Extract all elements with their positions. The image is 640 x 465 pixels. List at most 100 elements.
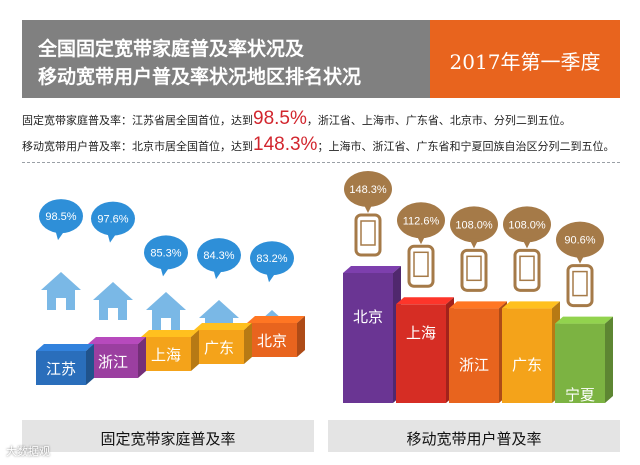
bar-side [605,316,613,403]
value-bubble: 97.6% [91,201,135,243]
bar-side [138,337,146,378]
value-label: 84.3% [203,250,234,262]
house-icon [41,272,81,310]
header-title-line2: 移动宽带用户普及率状况地区排名状况 [38,66,362,88]
house-door [108,308,118,320]
bar-top [396,297,454,305]
bubble-tail [522,238,532,249]
value-bubble: 108.0% [450,206,498,249]
value-label: 98.5% [45,211,76,223]
value-label: 83.2% [256,253,287,265]
phone-screen [519,255,535,282]
bubble-circle [503,206,551,243]
phone-icon [354,213,382,257]
bar-top [343,266,401,273]
bar [502,301,560,403]
header: 全国固定宽带家庭普及率状况及 移动宽带用户普及率状况地区排名状况 2017年第一… [22,20,620,98]
value-label: 97.6% [97,214,128,226]
bubble-circle [397,202,445,239]
category-label: 浙江 [98,353,128,371]
bar-front [194,330,244,364]
house-roof [146,292,186,310]
bar-side [297,316,305,357]
header-period: 2017年第一季度 [449,50,601,74]
phone-icon [407,244,435,288]
divider [22,162,620,163]
bubble-circle [39,199,83,234]
footer-right-bar [328,420,620,452]
header-title-line1: 全国固定宽带家庭普及率状况及 [38,38,305,60]
phone-icon [513,248,541,292]
value-bubble: 98.5% [39,199,83,241]
bar-front [396,304,446,403]
phone-screen [360,220,376,246]
bubble-tail [266,271,276,283]
category-label: 广东 [512,356,542,374]
value-bubble: 112.6% [397,202,445,245]
phone-screen [413,251,429,278]
category-label: 上海 [406,324,436,342]
value-bubble: 84.3% [197,238,241,280]
bar [141,330,199,371]
footer-left-label: 固定宽带家庭普及率 [100,430,236,448]
bar-side [191,330,199,371]
value-bubble: 108.0% [503,206,551,249]
value-label: 85.3% [150,247,181,259]
bar-front [449,308,499,403]
phone-screen [572,270,588,297]
category-label: 上海 [151,346,181,364]
bar [396,297,454,403]
value-bubble: 90.6% [556,221,604,264]
bar [36,344,94,385]
bar-front [88,344,138,378]
category-label: 北京 [257,332,287,350]
summary-mobile-text: 移动宽带用户普及率：北京市居全国首位，达到 [22,140,253,153]
bar-side [244,323,252,364]
bar-front [555,323,605,403]
bar [194,323,252,364]
bubble-tail [107,231,117,243]
value-label: 108.0% [455,219,493,231]
house-roof [93,282,133,300]
summary-fixed-text: 固定宽带家庭普及率：江苏省居全国首位，达到 [22,114,253,127]
bubble-tail [575,253,585,264]
house-door [56,298,66,310]
house-icon [93,282,133,320]
value-bubble: 148.3% [344,171,392,213]
footer-left-bar [22,420,314,452]
summary-line-fixed: 固定宽带家庭普及率：江苏省居全国首位，达到98.5%，浙江省、上海市、广东省、北… [22,108,571,130]
house-icon [146,292,186,330]
bubble-circle [197,238,241,273]
bubble-tail [416,234,426,245]
footer-right-label: 移动宽带用户普及率 [406,430,542,448]
house-door [161,318,171,330]
category-label: 江苏 [46,360,76,378]
bubble-circle [450,206,498,243]
bar-top [449,301,507,309]
bar-top [88,337,146,344]
bar-front [343,273,393,403]
bar-front [141,337,191,371]
bar [449,301,507,403]
header-title-panel: 全国固定宽带家庭普及率状况及 移动宽带用户普及率状况地区排名状况 [22,20,430,98]
summary-line-mobile: 移动宽带用户普及率：北京市居全国首位，达到148.3%；上海市、浙江省、广东省和… [22,134,614,156]
bubble-tail [55,229,65,241]
watermark: 大数据观 [6,445,50,458]
bar [343,266,401,403]
bar-front [502,308,552,403]
summary-fixed-rest: ，浙江省、上海市、广东省、北京市、分列二到五位。 [306,114,571,127]
bar-top [194,323,252,330]
bubble-circle [91,201,135,236]
bar [247,316,305,357]
phone-icon [460,248,488,292]
bubble-tail [160,265,170,277]
bubble-tail [213,268,223,280]
bar-top [247,316,305,323]
bar-front [247,323,297,357]
bubble-circle [250,241,294,276]
bubble-circle [556,221,604,258]
bar-side [86,344,94,385]
value-label: 148.3% [349,184,387,196]
phone-icon [566,264,594,308]
